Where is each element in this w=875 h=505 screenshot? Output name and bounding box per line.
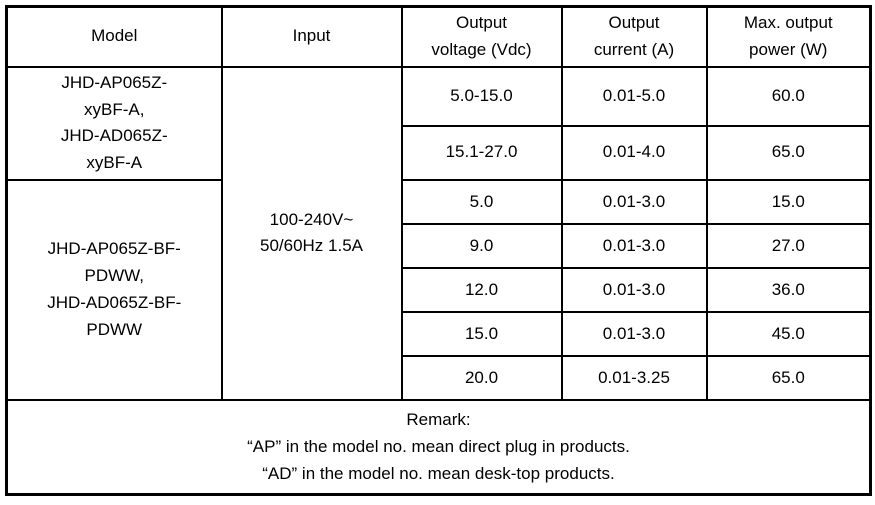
remark-row: Remark: “AP” in the model no. mean direc… [5, 399, 872, 496]
power-cell: 27.0 [705, 223, 872, 270]
power-cell: 36.0 [705, 267, 872, 314]
voltage-cell: 5.0 [400, 179, 563, 226]
power-cell: 45.0 [705, 311, 872, 358]
table-row: 9.0 0.01-3.0 27.0 [7, 223, 872, 270]
col-header-output-current: Output current (A) [560, 5, 708, 68]
current-cell: 0.01-3.25 [560, 355, 708, 402]
col-header-max-power: Max. output power (W) [705, 5, 872, 68]
current-cell: 0.01-4.0 [560, 124, 708, 182]
col-header-model: Model [5, 5, 223, 68]
voltage-cell: 20.0 [400, 355, 563, 402]
spec-table: Model Input Output voltage (Vdc) Output … [5, 5, 872, 497]
current-cell: 0.01-3.0 [560, 311, 708, 358]
power-cell: 60.0 [705, 65, 872, 127]
current-cell: 0.01-3.0 [560, 267, 708, 314]
col-header-output-voltage: Output voltage (Vdc) [400, 5, 563, 68]
power-cell: 15.0 [705, 179, 872, 226]
current-cell: 0.01-3.0 [560, 223, 708, 270]
current-cell: 0.01-5.0 [560, 65, 708, 127]
table-row: 15.0 0.01-3.0 45.0 [7, 311, 872, 358]
table-row: JHD-AP065Z-BF- PDWW, JHD-AD065Z-BF- PDWW… [5, 179, 872, 402]
input-cell: 100-240V~ 50/60Hz 1.5A [220, 65, 403, 402]
power-cell: 65.0 [705, 355, 872, 402]
table-row: JHD-AP065Z- xyBF-A, JHD-AD065Z- xyBF-A 1… [5, 65, 872, 402]
voltage-cell: 9.0 [400, 223, 563, 270]
header-row: Model Input Output voltage (Vdc) Output … [5, 5, 872, 68]
table-row: 15.1-27.0 0.01-4.0 65.0 [7, 124, 872, 182]
power-cell: 65.0 [705, 124, 872, 182]
remark-cell: Remark: “AP” in the model no. mean direc… [5, 399, 872, 496]
voltage-cell: 15.0 [400, 311, 563, 358]
voltage-cell: 12.0 [400, 267, 563, 314]
table-row: 12.0 0.01-3.0 36.0 [7, 267, 872, 314]
col-header-input: Input [220, 5, 403, 68]
voltage-cell: 5.0-15.0 [400, 65, 563, 127]
model-cell-group1: JHD-AP065Z- xyBF-A, JHD-AD065Z- xyBF-A [5, 65, 223, 182]
current-cell: 0.01-3.0 [560, 179, 708, 226]
table-row: 20.0 0.01-3.25 65.0 [7, 355, 872, 402]
voltage-cell: 15.1-27.0 [400, 124, 563, 182]
model-cell-group2: JHD-AP065Z-BF- PDWW, JHD-AD065Z-BF- PDWW [5, 179, 223, 402]
